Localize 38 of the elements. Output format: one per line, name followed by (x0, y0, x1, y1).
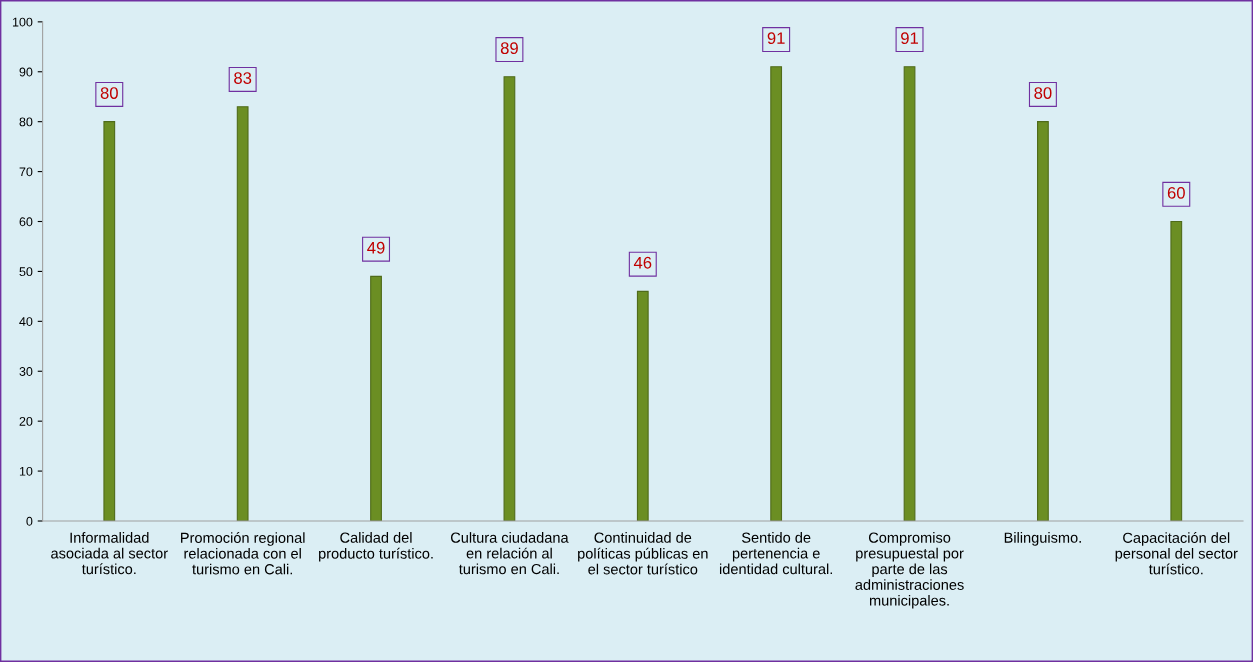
data-label: 83 (234, 72, 252, 84)
bar (636, 290, 649, 521)
data-label: 80 (1034, 87, 1052, 99)
x-tick-label: Cultura ciudadana en relación al turismo en Cali. (450, 532, 569, 575)
x-tick-label: Bilinguismo. (1004, 532, 1081, 546)
data-label: 60 (1167, 186, 1185, 199)
x-tick-label: Compromiso presupuestal por parte de las administraciones municipales. (855, 532, 964, 609)
y-tick-label: 10 (19, 466, 33, 476)
x-tick-label: Calidad del producto turístico. (319, 532, 433, 562)
y-tick-label: 60 (19, 217, 33, 227)
bar (236, 106, 249, 521)
bar (1170, 220, 1183, 521)
bar (370, 275, 382, 521)
y-tick-label: 50 (19, 267, 33, 277)
y-tick-label: 30 (19, 367, 33, 376)
data-label: 91 (767, 32, 785, 45)
bar (103, 121, 116, 521)
data-label: 46 (633, 256, 652, 269)
y-tick-label: 40 (19, 317, 33, 326)
data-label: 89 (500, 42, 518, 55)
x-tick-label: Informalidad asociada al sector turístico. (51, 532, 168, 575)
y-tick-label: 20 (19, 416, 33, 426)
x-tick-label: Continuidad de políticas públicas en el sector turístico (578, 532, 708, 575)
y-tick-label: 90 (19, 67, 33, 77)
y-tick-label: 80 (19, 117, 33, 127)
data-label: 91 (901, 32, 918, 45)
x-tick-label: Promoción regional relacionada con el turismo en Cali. (181, 532, 305, 575)
bar (903, 66, 916, 521)
y-tick-label: 70 (19, 167, 33, 177)
bar (503, 76, 516, 521)
bar (1037, 121, 1049, 521)
data-label: 80 (100, 87, 118, 99)
x-tick-label: Sentido de pertenencia e identidad cultural. (719, 532, 832, 575)
y-tick-label: 100 (12, 17, 33, 27)
data-label: 49 (367, 241, 385, 254)
x-tick-label: Capacitación del personal del sector turístico. (1115, 532, 1238, 575)
bar (770, 66, 783, 521)
y-tick-label: 0 (26, 516, 33, 526)
